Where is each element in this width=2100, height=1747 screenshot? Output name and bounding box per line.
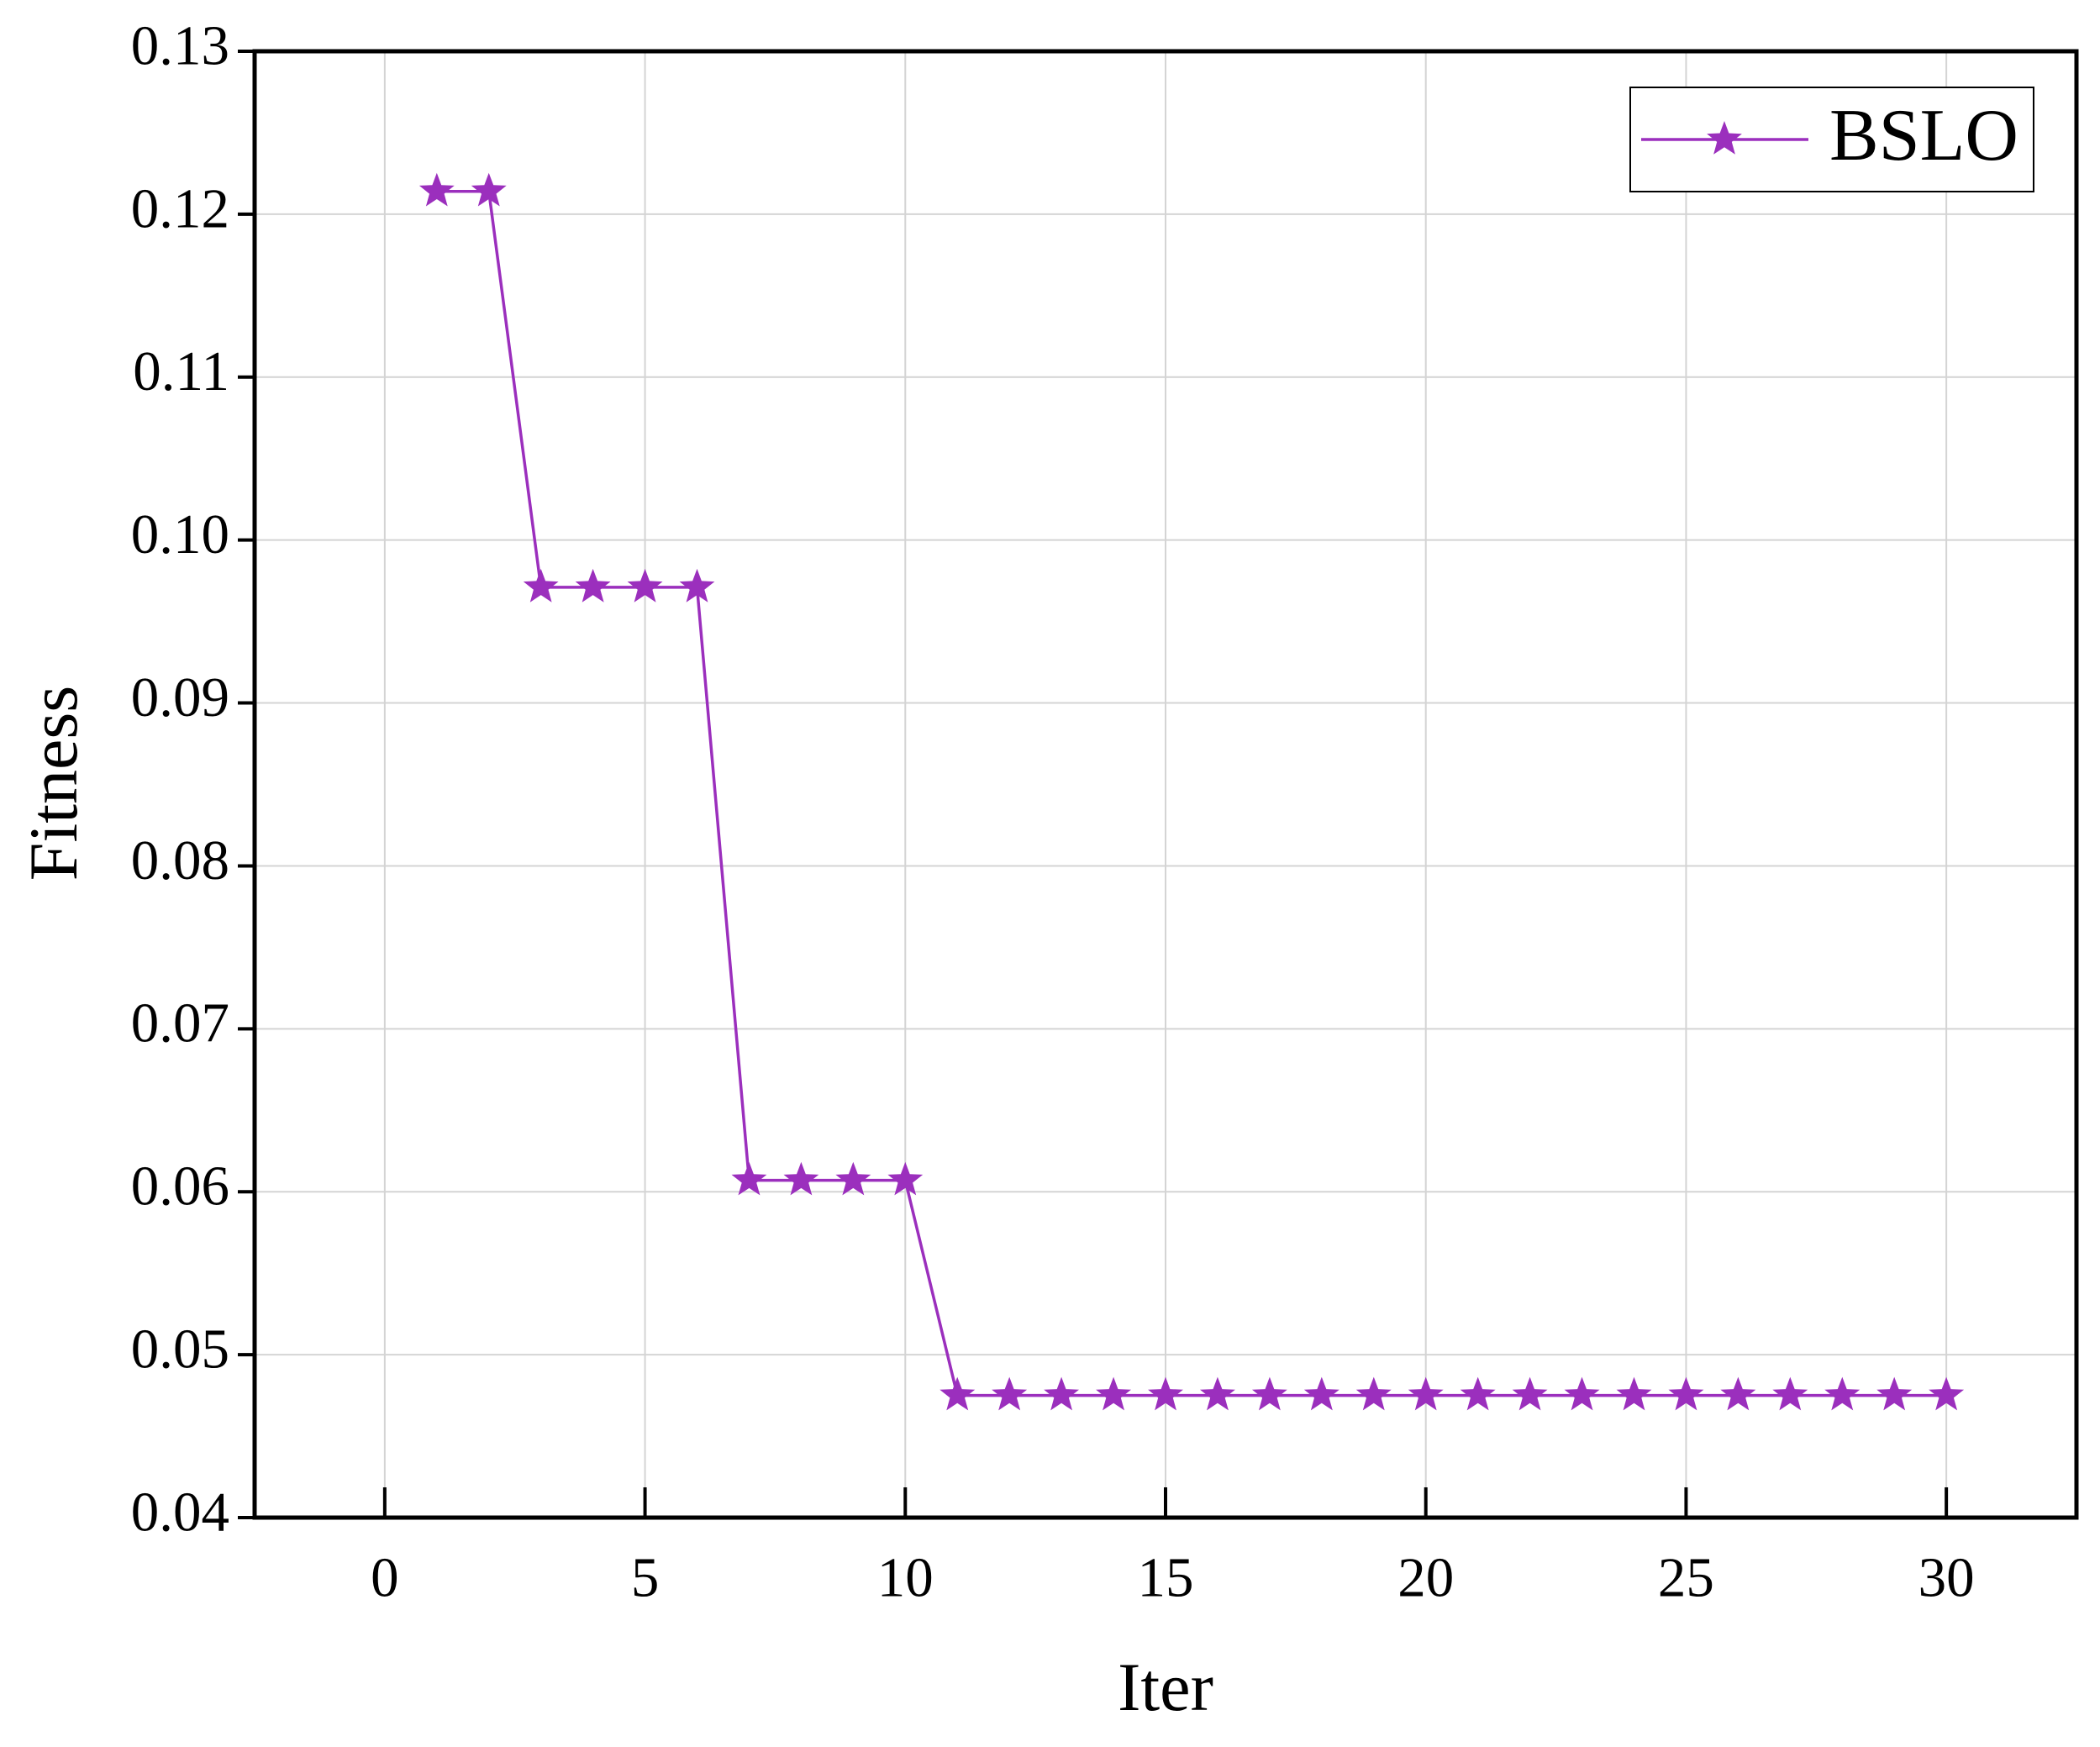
y-tick-label: 0.12	[131, 177, 229, 239]
data-point	[523, 568, 559, 603]
y-tick-label: 0.09	[131, 666, 229, 729]
data-point	[1252, 1376, 1287, 1411]
y-tick-label: 0.07	[131, 992, 229, 1055]
data-point	[471, 172, 507, 207]
y-axis-title: Fitness	[15, 686, 92, 881]
x-tick-label: 15	[1138, 1546, 1194, 1608]
data-point	[1929, 1376, 1965, 1411]
x-tick-label: 0	[371, 1546, 399, 1608]
data-point	[418, 172, 455, 207]
data-point	[835, 1161, 871, 1196]
data-point	[1668, 1376, 1704, 1411]
x-axis-title: Iter	[1118, 1649, 1213, 1725]
y-tick-label: 0.11	[133, 340, 229, 403]
data-point	[627, 568, 663, 603]
y-tick-label: 0.06	[131, 1155, 229, 1218]
data-point	[1200, 1376, 1235, 1411]
y-tick-label: 0.04	[131, 1481, 229, 1543]
data-point	[1303, 1376, 1339, 1411]
data-point	[783, 1161, 819, 1196]
data-point	[939, 1376, 976, 1411]
data-point	[1616, 1376, 1652, 1411]
data-point	[1564, 1376, 1600, 1411]
plot-frame	[252, 49, 2079, 1520]
data-point	[1355, 1376, 1392, 1411]
data-point	[731, 1161, 767, 1196]
series-line	[436, 189, 1947, 1397]
y-tick-label: 0.05	[131, 1318, 229, 1380]
data-point	[1460, 1376, 1496, 1411]
data-point	[679, 568, 715, 603]
data-point	[887, 1161, 924, 1196]
x-tick-label: 25	[1658, 1546, 1714, 1608]
data-point	[992, 1376, 1028, 1411]
data-point	[1772, 1376, 1808, 1411]
data-point	[1096, 1376, 1131, 1411]
data-point	[1148, 1376, 1183, 1411]
data-point	[575, 568, 611, 603]
x-tick-label: 30	[1918, 1546, 1975, 1608]
x-tick-label: 10	[877, 1546, 934, 1608]
data-point	[1824, 1376, 1861, 1411]
legend-label: BSLO	[1829, 95, 2018, 176]
data-point	[1512, 1376, 1548, 1411]
legend-marker	[1707, 121, 1742, 155]
data-point	[1720, 1376, 1756, 1411]
x-tick-label: 5	[631, 1546, 660, 1608]
data-point	[1044, 1376, 1079, 1411]
data-point	[1876, 1376, 1913, 1411]
y-tick-label: 0.08	[131, 829, 229, 892]
x-tick-label: 20	[1397, 1546, 1454, 1608]
data-point	[1408, 1376, 1444, 1411]
y-tick-label: 0.10	[131, 503, 229, 566]
y-tick-label: 0.13	[131, 14, 229, 76]
